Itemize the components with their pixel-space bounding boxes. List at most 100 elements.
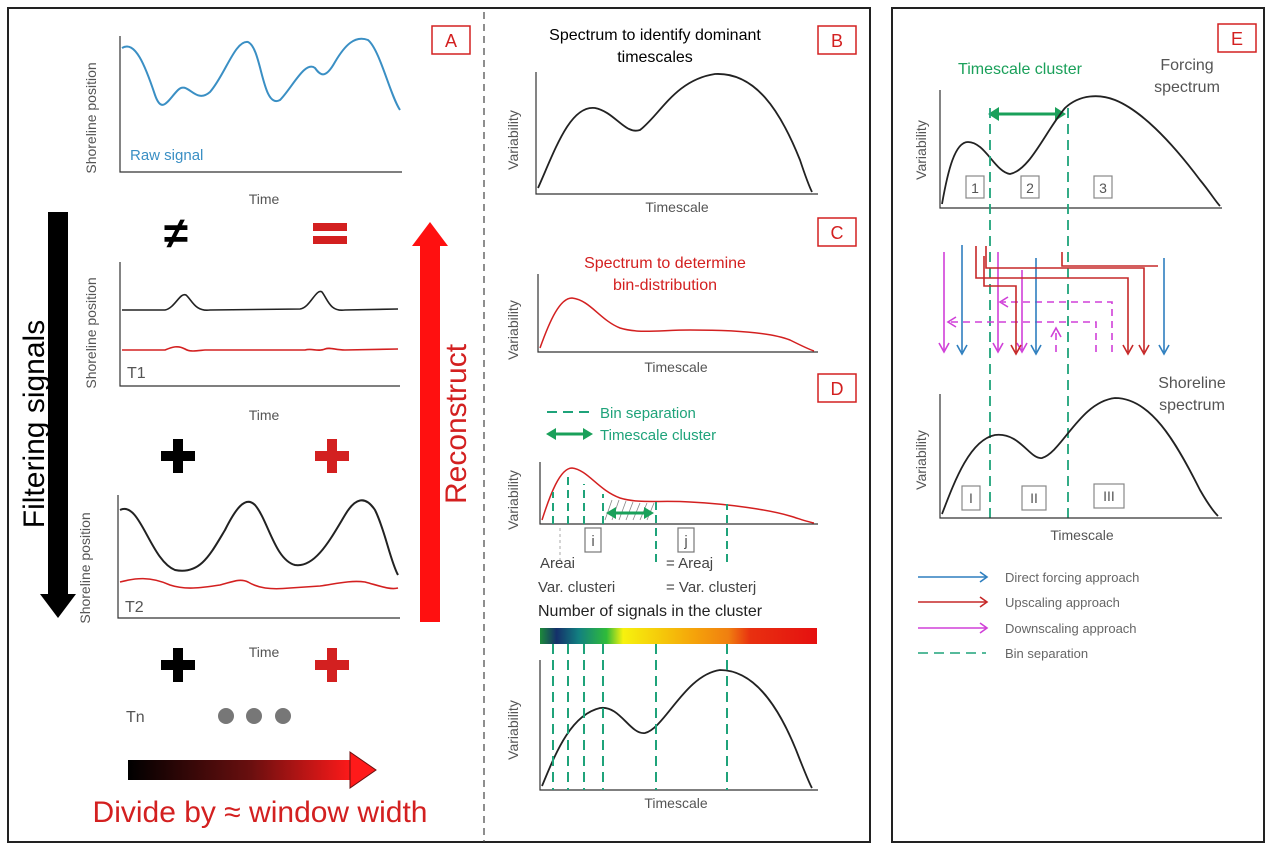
var-j-label: = Var. clusterj bbox=[666, 579, 756, 596]
bin-j-box bbox=[677, 527, 695, 553]
legend-upscaling-head bbox=[979, 596, 989, 608]
panel-d-axes bbox=[539, 462, 818, 525]
var-i-label: Var. clusteri bbox=[538, 579, 615, 596]
bin-III-label: III bbox=[1103, 488, 1115, 504]
t2-label: T2 bbox=[125, 599, 144, 616]
panel-e-cluster-label: Timescale cluster bbox=[958, 61, 1083, 78]
panel-b-tag-box bbox=[817, 25, 857, 55]
plus-black-2 bbox=[161, 648, 195, 682]
panel-b-spectrum bbox=[537, 73, 813, 193]
panel-b-title-1: Spectrum to identify dominant bbox=[549, 27, 761, 44]
area-i-label: Areai bbox=[540, 555, 575, 572]
plus-black-1 bbox=[161, 439, 195, 473]
not-equal-sign: ≠ bbox=[164, 209, 188, 258]
panel-d-spectrum-2 bbox=[541, 669, 813, 789]
downscaling-arrows bbox=[938, 252, 1113, 354]
panel-e-xlabel: Timescale bbox=[1050, 527, 1113, 543]
shoreline-label-3: Shoreline position bbox=[77, 512, 93, 623]
panel-a-tag: A bbox=[445, 31, 457, 51]
divide-arrow-head bbox=[349, 751, 377, 789]
legend-downscaling-label: Downscaling approach bbox=[1005, 621, 1137, 636]
panel-d-bin-lines bbox=[552, 475, 728, 562]
panel-b-tag: B bbox=[831, 31, 843, 51]
panel-a-tag-box bbox=[431, 25, 471, 55]
shoreline-spectrum-label-1: Shoreline bbox=[1158, 375, 1226, 392]
bin-I-box bbox=[961, 485, 981, 511]
equal-bar-bottom bbox=[313, 236, 347, 244]
panel-e-tag-box bbox=[1217, 23, 1257, 53]
panel-d-spectrum bbox=[541, 467, 815, 524]
panel-e-ylabel-2: Variability bbox=[913, 430, 929, 490]
bin-j-label: j bbox=[683, 533, 687, 550]
legend-direct-head bbox=[979, 571, 989, 583]
legend-direct-label: Direct forcing approach bbox=[1005, 570, 1139, 585]
panel-d-cluster-head-left bbox=[606, 507, 616, 519]
bin-i-box bbox=[584, 527, 602, 553]
panel-c-tag-box bbox=[817, 217, 857, 247]
left-frame bbox=[7, 7, 871, 843]
color-bar bbox=[540, 628, 817, 644]
bin-3-label: 3 bbox=[1099, 180, 1107, 196]
panel-c-ylabel: Variability bbox=[505, 300, 521, 360]
panel-d-axes-2 bbox=[539, 660, 818, 791]
bin-1-label: 1 bbox=[971, 180, 979, 196]
bin-i-label: i bbox=[591, 533, 594, 550]
panel-c-tag: C bbox=[831, 223, 844, 243]
panel-d-tag-box bbox=[817, 373, 857, 403]
bin-2-box bbox=[1020, 175, 1040, 199]
plus-red-2 bbox=[315, 648, 349, 682]
filtering-label: Filtering signals bbox=[18, 320, 51, 528]
forcing-label-2: spectrum bbox=[1154, 79, 1220, 96]
divide-arrow-shaft bbox=[128, 760, 352, 780]
legend-cluster-head-left bbox=[546, 428, 556, 440]
panel-c: C Spectrum to determine bin-distribution… bbox=[505, 217, 857, 375]
bin-1-box bbox=[965, 175, 985, 199]
reconstruct-arrow-head bbox=[412, 222, 448, 246]
panel-e-bin-lines bbox=[989, 108, 1069, 520]
reconstruct-label: Reconstruct bbox=[440, 343, 473, 504]
panel-e: E Timescale cluster Forcing spectrum Var… bbox=[913, 23, 1257, 661]
right-frame bbox=[891, 7, 1265, 843]
filtering-arrow-shaft bbox=[48, 212, 68, 594]
direct-forcing-arrows bbox=[956, 245, 1170, 356]
legend-downscaling-head bbox=[979, 622, 989, 634]
raw-signal-plot: Shoreline position Raw signal Time bbox=[83, 36, 402, 207]
t1-axes bbox=[119, 262, 400, 387]
time-label-1: Time bbox=[249, 191, 280, 207]
bin-2-label: 2 bbox=[1026, 180, 1034, 196]
ellipsis-dot-3 bbox=[275, 708, 291, 724]
panel-c-axes bbox=[537, 274, 818, 353]
bin-II-box bbox=[1021, 485, 1047, 511]
t1-label: T1 bbox=[127, 365, 146, 382]
panel-d-ylabel: Variability bbox=[505, 470, 521, 530]
panel-e-cluster-arrow-left bbox=[988, 107, 999, 121]
panel-a: A Shoreline position Raw signal Time ≠ S… bbox=[18, 25, 473, 829]
panel-c-xlabel: Timescale bbox=[644, 359, 707, 375]
plus-red-1 bbox=[315, 439, 349, 473]
panel-b: B Spectrum to identify dominant timescal… bbox=[505, 25, 857, 215]
ellipsis-dot-2 bbox=[246, 708, 262, 724]
equal-bar-top bbox=[313, 223, 347, 231]
t2-plot: Shoreline position T2 Time bbox=[77, 495, 400, 660]
legend-cluster-head-right bbox=[583, 428, 593, 440]
forcing-label-1: Forcing bbox=[1160, 57, 1213, 74]
t2-axes bbox=[117, 495, 400, 619]
panel-c-spectrum bbox=[539, 297, 815, 352]
t2-red-line bbox=[119, 577, 399, 590]
panel-e-axes-bottom bbox=[939, 394, 1222, 519]
upscaling-arrows bbox=[975, 246, 1158, 356]
bin-3-box bbox=[1093, 175, 1113, 199]
t1-plot: Shoreline position T1 Time bbox=[83, 262, 400, 423]
tn-label: Tn bbox=[126, 709, 145, 726]
panel-e-axes-top bbox=[939, 90, 1222, 209]
panel-b-axes bbox=[535, 72, 818, 195]
panel-d-xlabel-2: Timescale bbox=[644, 795, 707, 811]
panel-e-ylabel: Variability bbox=[913, 120, 929, 180]
raw-signal-line bbox=[121, 37, 401, 111]
time-label-2: Time bbox=[249, 407, 280, 423]
bin-I-label: I bbox=[969, 490, 973, 506]
panel-d-tag: D bbox=[831, 379, 844, 399]
panel-d: D Bin separation Timescale cluster Varia… bbox=[505, 373, 857, 811]
legend-cluster-label: Timescale cluster bbox=[600, 427, 716, 444]
